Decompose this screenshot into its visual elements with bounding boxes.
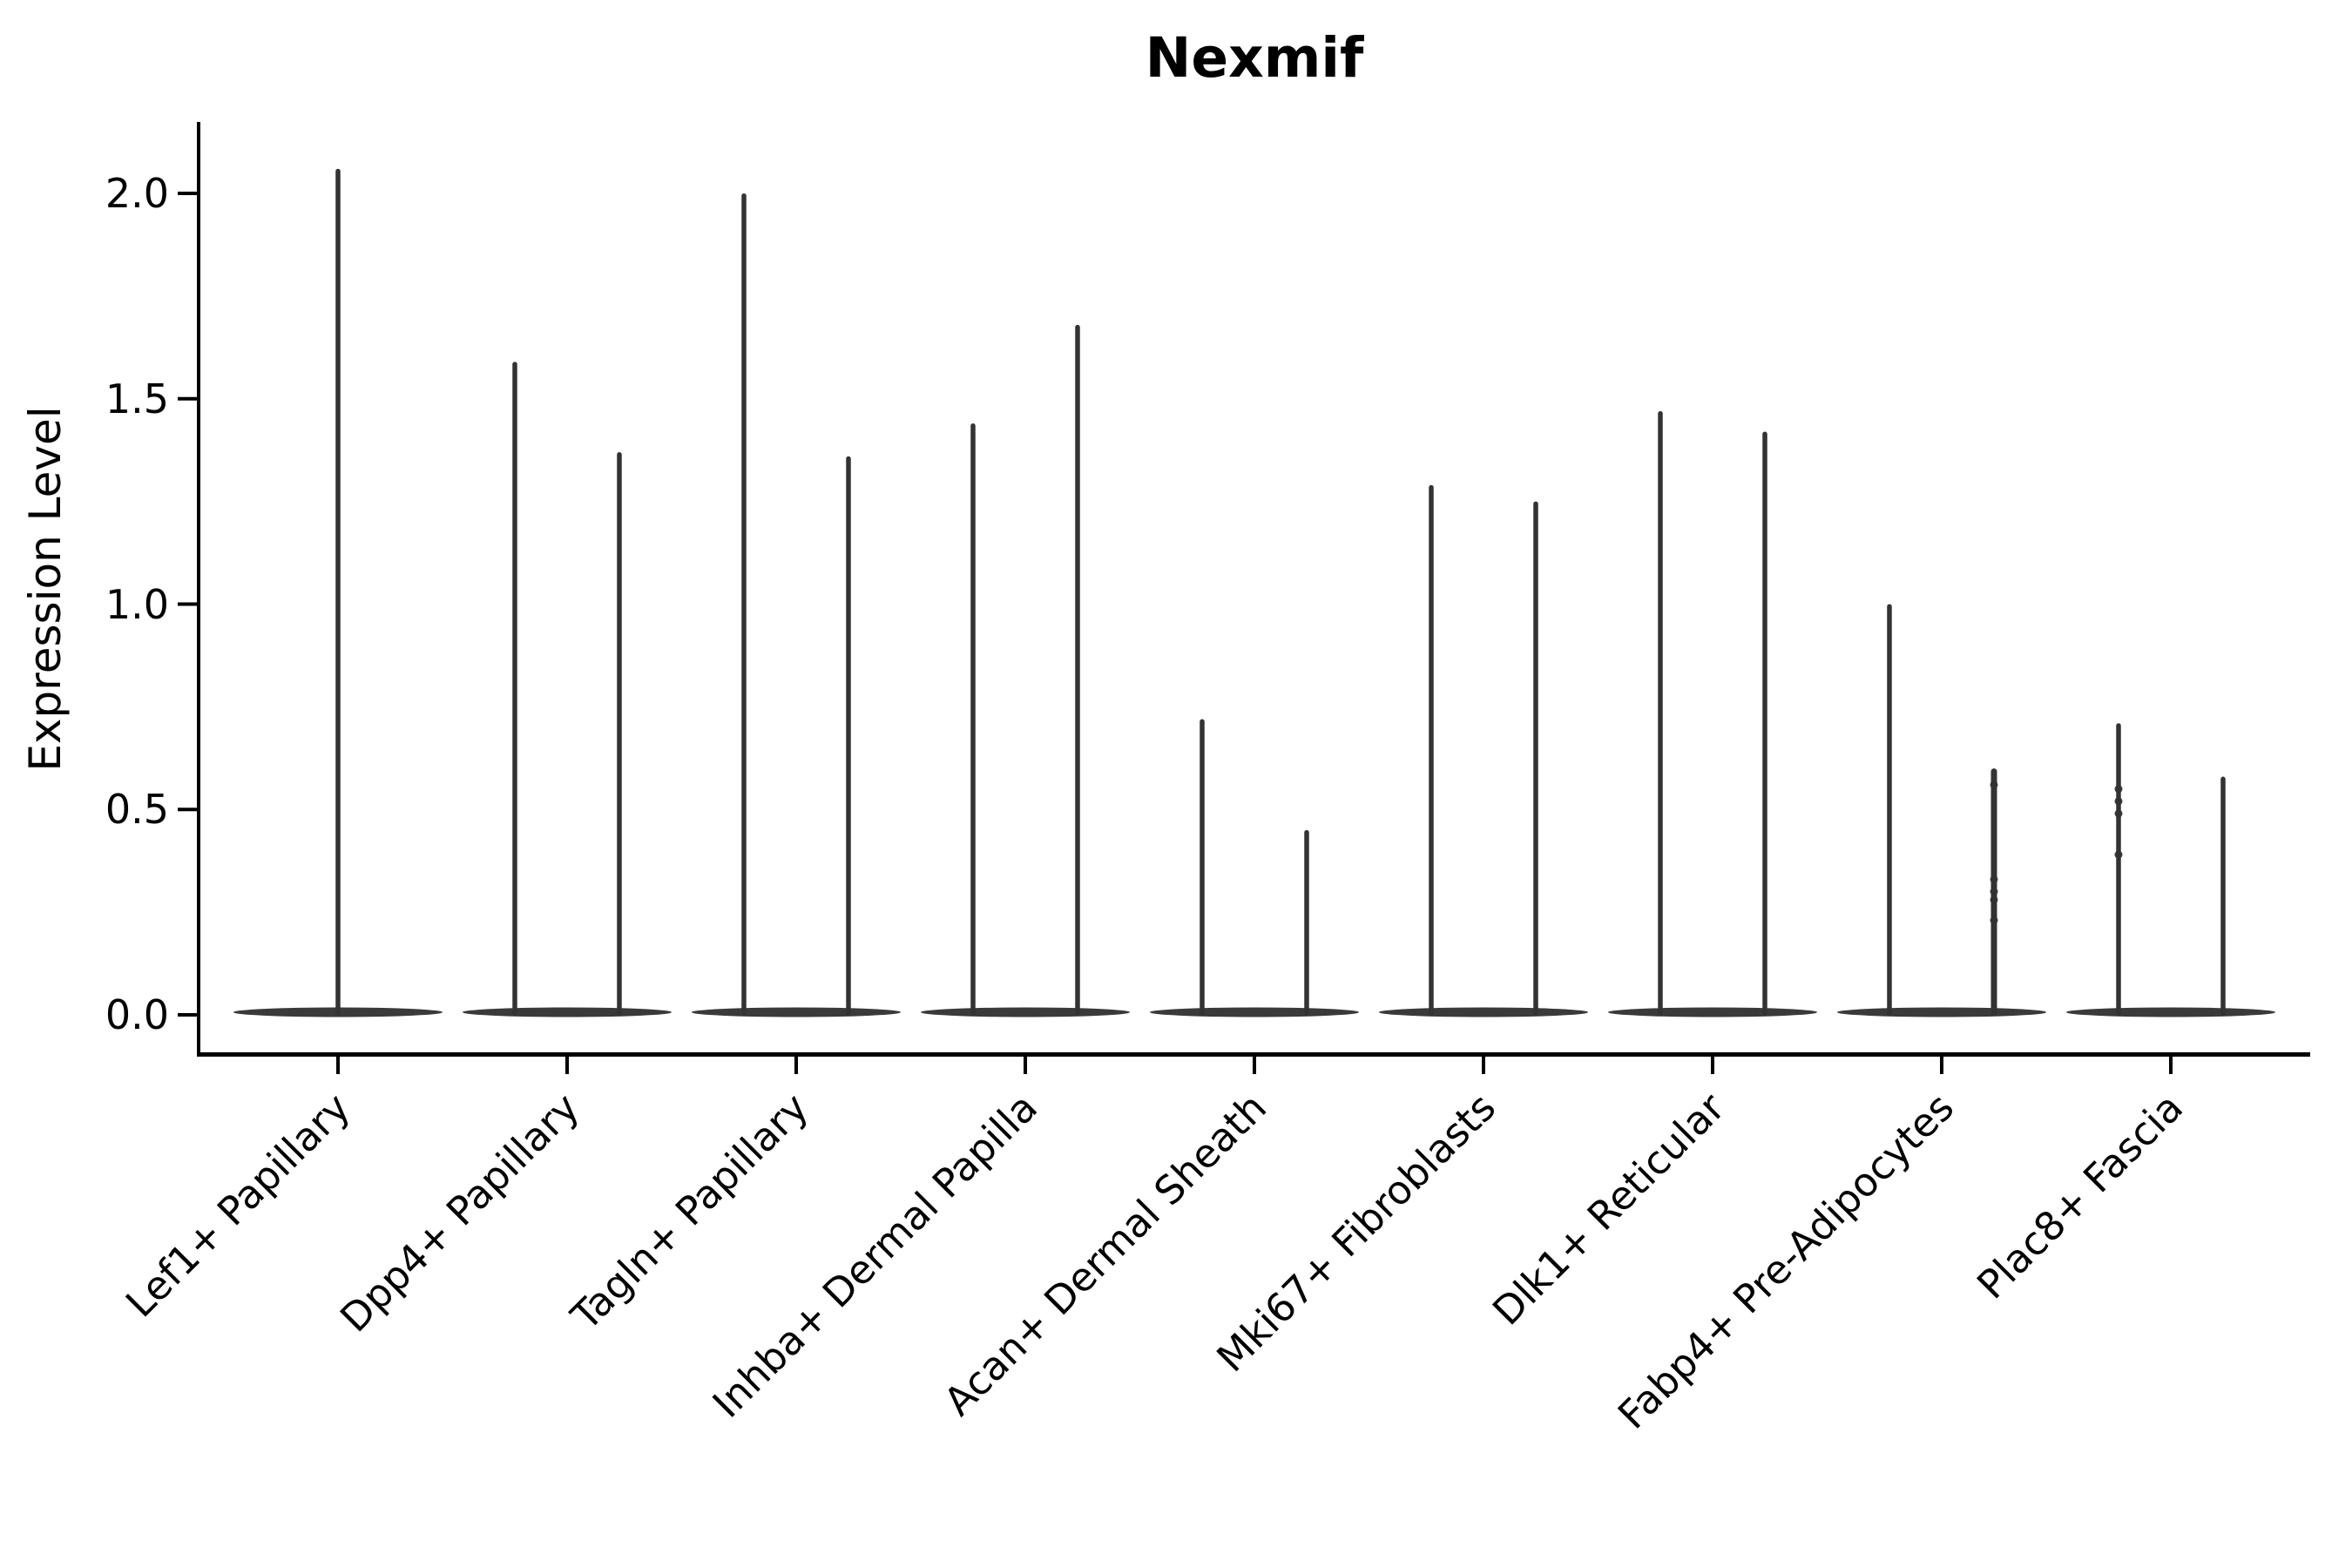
- y-tick-mark: [178, 192, 197, 195]
- violin-spike: [617, 452, 622, 1016]
- x-axis-spine: [197, 1052, 2310, 1057]
- y-tick-mark: [178, 1013, 197, 1017]
- violin-spike: [512, 362, 517, 1016]
- violin-base: [2066, 1007, 2275, 1017]
- x-tick-mark: [1253, 1057, 1256, 1074]
- x-tick-mark: [794, 1057, 798, 1074]
- violin-bead: [1990, 875, 1998, 883]
- violin-bead: [1990, 896, 1998, 904]
- x-tick-mark: [1711, 1057, 1714, 1074]
- violin-bead: [2114, 850, 2123, 859]
- violin-spike: [1533, 501, 1538, 1016]
- violin-spike: [1200, 719, 1205, 1016]
- violin-bead: [1990, 888, 1998, 896]
- violin-spike: [846, 456, 851, 1016]
- violin-base: [692, 1007, 901, 1017]
- violin-base: [921, 1007, 1130, 1017]
- violin-spike: [1304, 829, 1309, 1016]
- violin-spike: [1762, 431, 1767, 1017]
- violin-spike: [1429, 484, 1434, 1016]
- x-tick-mark: [1940, 1057, 1943, 1074]
- x-tick-mark: [1024, 1057, 1027, 1074]
- x-tick-mark: [336, 1057, 340, 1074]
- violin-bead: [2114, 809, 2123, 818]
- violin-bead: [2114, 797, 2123, 806]
- y-tick-label: 1.5: [105, 375, 169, 422]
- violin-bead: [1990, 916, 1998, 925]
- violin-spike: [1887, 604, 1892, 1016]
- violin-base: [1608, 1007, 1817, 1017]
- x-tick-mark: [2169, 1057, 2173, 1074]
- y-axis-spine: [197, 122, 200, 1057]
- y-tick-label: 0.0: [105, 991, 169, 1038]
- y-tick-label: 2.0: [105, 170, 169, 217]
- violin-spike: [970, 423, 976, 1016]
- violin-base: [1150, 1007, 1359, 1017]
- violin-spike: [335, 168, 341, 1016]
- y-tick-mark: [178, 808, 197, 812]
- violin-spike: [1075, 324, 1080, 1016]
- violin-bead: [2114, 785, 2123, 794]
- violin-spike: [741, 193, 747, 1016]
- y-tick-label: 0.5: [105, 786, 169, 834]
- x-tick-mark: [1482, 1057, 1485, 1074]
- y-tick-label: 1.0: [105, 580, 169, 628]
- violin-spike: [1658, 410, 1663, 1016]
- violin-spike: [2220, 776, 2226, 1016]
- violin-base: [1379, 1007, 1588, 1017]
- chart-title: Nexmif: [1145, 26, 1364, 90]
- violin-base: [463, 1007, 672, 1017]
- x-tick-mark: [565, 1057, 569, 1074]
- y-tick-mark: [178, 396, 197, 401]
- violin-spike: [2116, 723, 2121, 1016]
- violin-bead: [1990, 781, 1998, 789]
- y-tick-mark: [178, 602, 197, 606]
- violin-base: [1837, 1007, 2046, 1017]
